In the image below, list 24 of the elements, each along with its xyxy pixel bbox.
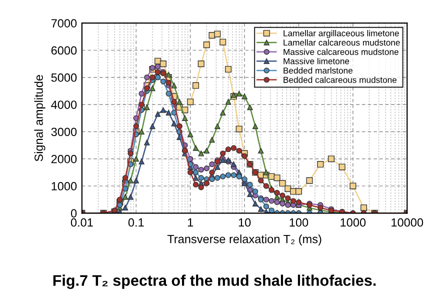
x-tick-label: 0.1	[128, 218, 144, 227]
x-axis-title: Transverse relaxation T₂ (ms)	[167, 234, 322, 246]
y-tick-label: 5000	[51, 73, 77, 82]
y-axis-title: Signal amplitude	[34, 75, 46, 162]
x-tick-label: 10000	[392, 218, 424, 227]
legend-label: Bedded calcareous mudstone	[284, 76, 397, 83]
legend-label: Lamellar argillaceous limetone	[284, 30, 399, 38]
y-tick-label: 2000	[51, 154, 77, 164]
y-tick-label: 6000	[51, 46, 77, 55]
y-tick-label: 4000	[51, 100, 77, 109]
legend-label: Bedded marlstone	[284, 67, 352, 74]
x-tick-label: 1000	[340, 218, 366, 227]
x-tick-label: 10	[238, 218, 251, 227]
x-tick-label: 0.01	[70, 218, 93, 227]
legend-label: Massive calcareous mudstone	[284, 48, 398, 55]
y-tick-label: 7000	[51, 19, 77, 28]
y-tick-label: 0	[70, 209, 77, 218]
legend-label: Massive limetone	[284, 58, 350, 64]
x-tick-label: 1	[188, 218, 194, 227]
caption: Fig.7 T₂ spectra of the mud shale lithofacies.	[53, 274, 376, 289]
y-tick-label: 1000	[52, 182, 77, 190]
x-tick-label: 100	[290, 218, 308, 227]
legend-label: Lamellar calcareous mudstone	[284, 39, 400, 46]
y-tick-label: 3000	[51, 128, 77, 136]
